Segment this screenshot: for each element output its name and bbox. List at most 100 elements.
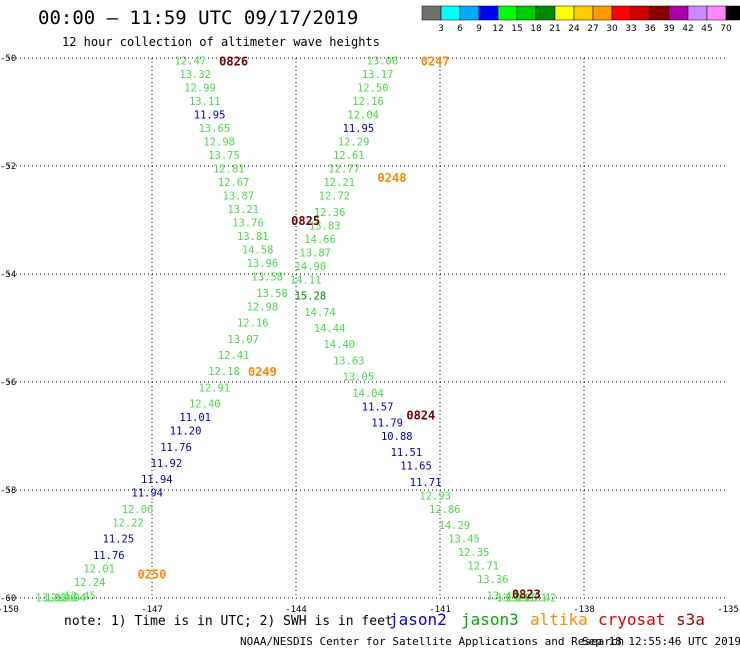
swh-value: 11.94	[141, 474, 173, 486]
pass-time-label: 0825	[291, 214, 320, 228]
swh-value: 13.07	[227, 334, 259, 346]
swh-value: 14.11	[290, 274, 322, 286]
swh-value: 13.96	[247, 258, 279, 270]
swh-value: 12.06	[122, 504, 154, 516]
colorbar-label: 12	[492, 24, 503, 34]
swh-value: 13.63	[333, 355, 365, 367]
swh-value: 12.16	[237, 318, 269, 330]
swh-value: 13.05	[343, 372, 375, 384]
swh-value: 11.25	[103, 534, 135, 546]
pass-time-label: 0826	[219, 55, 248, 69]
swh-value: 14.58	[242, 245, 274, 257]
swh-value: 12.98	[247, 301, 279, 313]
swh-value: 11.95	[194, 110, 226, 122]
lat-tick-label: -52	[0, 162, 16, 172]
swh-value: 12.81	[213, 164, 245, 176]
swh-value: 12.04	[55, 592, 87, 604]
footer-note: note: 1) Time is in UTC; 2) SWH is in fe…	[64, 614, 393, 629]
swh-value: 12.98	[203, 137, 235, 149]
credit-text: NOAA/NESDIS Center for Satellite Applica…	[240, 635, 624, 648]
swh-value: 13.58	[251, 272, 283, 284]
colorbar-label: 9	[476, 24, 482, 34]
lat-tick-label: -60	[0, 594, 16, 604]
swh-value: 13.75	[208, 150, 240, 162]
colorbar-swatch	[687, 5, 708, 21]
swh-value: 12.50	[357, 83, 389, 95]
swh-value: 12.24	[74, 577, 106, 589]
swh-value: 13.76	[506, 592, 538, 604]
swh-value: 14.66	[304, 234, 336, 246]
swh-value: 13.81	[237, 231, 269, 243]
map-subtitle: 12 hour collection of altimeter wave hei…	[62, 35, 380, 49]
swh-value: 11.94	[131, 488, 163, 500]
lon-tick-label: -141	[429, 605, 451, 615]
swh-value: 12.35	[458, 547, 490, 559]
swh-value: 12.29	[338, 137, 370, 149]
swh-value: 13.45	[448, 534, 480, 546]
colorbar-swatch	[554, 5, 575, 21]
lat-tick-label: -50	[0, 54, 16, 64]
legend-jason2: jason2	[389, 610, 447, 629]
pass-time-label: 0247	[421, 55, 450, 69]
swh-value: 13.44	[487, 590, 519, 602]
swh-value: 12.16	[352, 96, 384, 108]
swh-value: 12.21	[323, 177, 355, 189]
swh-value: 13.83	[309, 220, 341, 232]
colorbar-label: 3	[438, 24, 444, 34]
colorbar-label: 39	[663, 24, 675, 34]
swh-value: 12.72	[319, 191, 351, 203]
colorbar-swatch	[478, 5, 499, 21]
colorbar-label: 6	[457, 24, 463, 34]
colorbar-swatch	[592, 5, 613, 21]
swh-value: 12.22	[112, 517, 144, 529]
colorbar-swatch	[668, 5, 689, 21]
swh-value: 12.36	[314, 207, 346, 219]
swh-value: 11.20	[170, 426, 202, 438]
swh-value: 11.65	[400, 461, 432, 473]
swh-value: 12.71	[467, 561, 499, 573]
lon-tick-label: -135	[717, 605, 739, 615]
colorbar-label: 70	[720, 24, 732, 34]
swh-value: 13.42	[525, 592, 557, 604]
legend-cryosat: cryosat	[598, 610, 665, 629]
lon-tick-label: -144	[285, 605, 307, 615]
swh-value: 11.92	[151, 458, 183, 470]
swh-value: 13.87	[299, 247, 331, 259]
lat-tick-label: -56	[0, 378, 16, 388]
swh-value: 12.47	[175, 56, 207, 68]
swh-value: 13.36	[477, 574, 509, 586]
swh-value: 13.06	[367, 56, 399, 68]
swh-value: 13.21	[227, 204, 259, 216]
colorbar-label: 15	[511, 24, 522, 34]
pass-time-label: 0249	[248, 365, 277, 379]
colorbar-label: 21	[549, 24, 560, 34]
swh-value: 12.99	[184, 83, 216, 95]
swh-value: 13.32	[179, 69, 211, 81]
swh-value: 10.88	[381, 431, 413, 443]
colorbar-label: 42	[682, 24, 693, 34]
colorbar-label: 24	[568, 24, 580, 34]
swh-value: 13.61	[515, 592, 547, 604]
swh-value: 12.77	[328, 164, 360, 176]
swh-value: 12.40	[189, 399, 221, 411]
colorbar-label: 45	[701, 24, 712, 34]
colorbar-swatch	[535, 5, 556, 21]
map-title: 00:00 – 11:59 UTC 09/17/2019	[38, 7, 358, 29]
colorbar-swatch	[440, 5, 461, 21]
timestamp-text: Sep 18 12:55:46 UTC 2019	[582, 635, 740, 648]
swh-value: 12.91	[199, 382, 231, 394]
swh-value: 12.61	[333, 150, 365, 162]
swh-value: 14.90	[295, 261, 327, 273]
lat-tick-label: -54	[0, 270, 16, 280]
swh-value: 13.17	[362, 69, 394, 81]
colorbar-swatch	[611, 5, 632, 21]
swh-value: 14.74	[304, 307, 336, 319]
swh-value: 12.93	[419, 490, 451, 502]
pass-time-labels: 0826 0247 0248 0825 0249 0824 0250 0823	[138, 55, 541, 602]
swh-value: 13.87	[223, 191, 255, 203]
swh-value: 14.40	[323, 339, 355, 351]
swh-value: 13.00	[35, 592, 67, 604]
swh-value: 12.18	[208, 366, 240, 378]
swh-value: 11.95	[343, 123, 375, 135]
